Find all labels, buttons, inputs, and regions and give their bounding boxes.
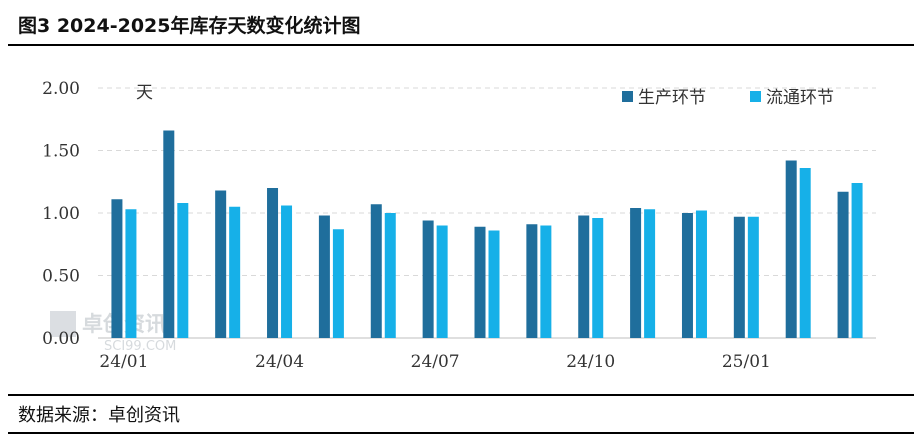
title-bar: 图3 2024-2025年库存天数变化统计图	[8, 4, 914, 46]
x-axis-ticks: 24/01 24/04 24/07 24/10 25/01	[99, 352, 770, 372]
watermark-site: SCI99.COM	[104, 339, 176, 354]
legend-swatch-circulation	[750, 91, 761, 102]
y-tick-label: 0.50	[42, 267, 80, 287]
legend-swatch-production	[622, 91, 633, 102]
bar-production	[681, 213, 693, 338]
x-tick-label: 24/07	[411, 352, 460, 372]
chart-frame: 图3 2024-2025年库存天数变化统计图 卓创资讯 SCI99.COM 0.…	[8, 4, 914, 434]
bar-production	[733, 216, 745, 338]
bar-production	[267, 188, 279, 338]
bar-production	[785, 160, 797, 338]
bar-circulation	[644, 209, 656, 338]
y-tick-label: 1.00	[42, 204, 80, 224]
bar-circulation	[384, 213, 396, 338]
bar-chart: 卓创资讯 SCI99.COM 0.00 0.50 1.00 1.50 2.00 天 24…	[42, 79, 876, 372]
legend: 生产环节 流通环节	[622, 88, 834, 108]
bar-circulation	[851, 183, 863, 338]
bar-production	[578, 215, 590, 338]
legend-label-circulation: 流通环节	[766, 88, 834, 108]
bar-circulation	[125, 209, 137, 338]
bar-circulation	[436, 225, 448, 338]
bar-circulation	[592, 218, 604, 338]
bar-production	[422, 220, 434, 338]
bar-production	[111, 199, 123, 338]
bar-production	[526, 224, 538, 338]
y-axis-ticks: 0.00 0.50 1.00 1.50 2.00	[42, 79, 80, 349]
bar-circulation	[695, 210, 707, 338]
bar-circulation	[332, 229, 344, 338]
x-tick-label: 24/04	[255, 352, 304, 372]
grid-lines	[98, 87, 876, 339]
bar-circulation	[488, 230, 500, 338]
bar-production	[163, 130, 175, 338]
bar-production	[318, 215, 330, 338]
bar-circulation	[177, 203, 189, 338]
bar-production	[474, 226, 486, 338]
x-tick-label: 24/01	[99, 352, 148, 372]
data-source: 数据来源：卓创资讯	[18, 405, 180, 426]
bar-production	[630, 208, 642, 338]
bar-production	[370, 204, 382, 338]
bar-production	[837, 191, 849, 338]
source-bar: 数据来源：卓创资讯	[8, 394, 914, 434]
bars	[111, 130, 863, 338]
chart-title: 图3 2024-2025年库存天数变化统计图	[18, 14, 361, 37]
watermark-logo-icon	[50, 311, 76, 337]
x-tick-label: 24/10	[566, 352, 615, 372]
x-tick-label: 25/01	[722, 352, 771, 372]
y-unit-label: 天	[136, 83, 153, 103]
y-tick-label: 1.50	[42, 142, 80, 162]
bar-circulation	[540, 225, 552, 338]
bar-circulation	[229, 206, 241, 338]
bar-circulation	[747, 216, 759, 338]
bar-circulation	[281, 205, 293, 338]
y-tick-label: 2.00	[42, 79, 80, 99]
legend-label-production: 生产环节	[638, 88, 706, 108]
watermark: 卓创资讯 SCI99.COM	[50, 311, 176, 354]
y-tick-label: 0.00	[42, 329, 80, 349]
bar-production	[215, 190, 227, 338]
bar-circulation	[799, 168, 811, 338]
watermark-name: 卓创资讯	[82, 312, 166, 336]
